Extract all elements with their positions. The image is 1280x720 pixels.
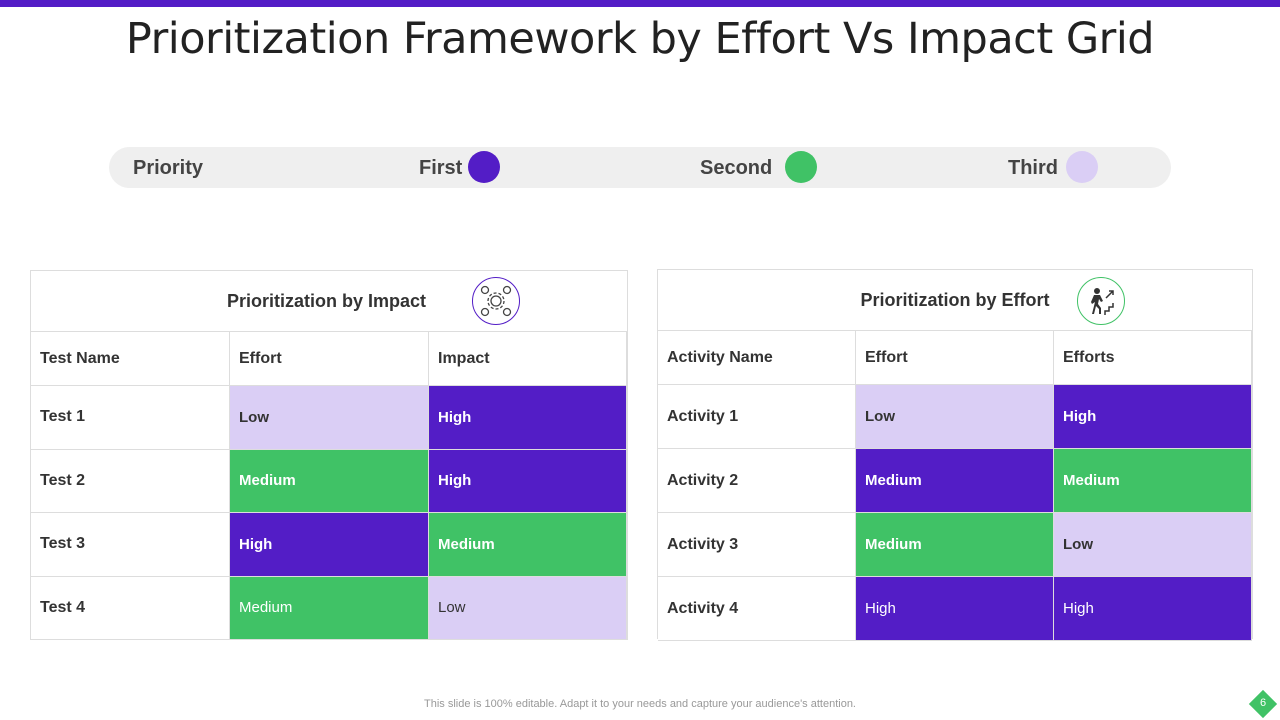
row-name-cell: Test 1: [31, 386, 230, 450]
row-name-cell: Activity 3: [658, 513, 856, 577]
column-header: Effort: [230, 332, 429, 386]
legend-third-label: Third: [1008, 157, 1058, 179]
impact-table-title: Prioritization by Impact: [226, 290, 427, 311]
rating-cell: Medium: [1054, 449, 1252, 513]
row-name-cell: Activity 1: [658, 385, 856, 449]
legend-label: Priority: [133, 157, 204, 179]
legend-second-dot: [785, 151, 817, 183]
column-header: Test Name: [31, 332, 230, 386]
effort-table-title: Prioritization by Effort: [860, 289, 1050, 310]
rating-cell: Low: [429, 576, 627, 640]
impact-table-header: Prioritization by Impact: [31, 271, 627, 332]
legend-first-label: First: [419, 157, 463, 179]
row-name-cell: Activity 4: [658, 577, 856, 641]
row-name-cell: Activity 2: [658, 449, 856, 513]
rating-cell: High: [429, 386, 627, 450]
top-accent-bar: [0, 0, 1280, 7]
legend-third-dot: [1066, 151, 1098, 183]
legend-second-label: Second: [700, 157, 773, 179]
rating-cell: Medium: [856, 513, 1054, 577]
rating-cell: Medium: [856, 449, 1054, 513]
rating-cell: Low: [230, 386, 429, 450]
rating-cell: High: [1054, 577, 1252, 641]
rating-cell: Low: [856, 385, 1054, 449]
effort-table-header: Prioritization by Effort: [658, 270, 1252, 331]
gears-process-icon: [472, 277, 520, 325]
impact-table: Prioritization by Impact Test Name Effort…: [30, 270, 628, 640]
column-header: Effort: [856, 331, 1054, 385]
column-header: Activity Name: [658, 331, 856, 385]
row-name-cell: Test 2: [31, 449, 230, 513]
row-name-cell: Test 3: [31, 513, 230, 577]
rating-cell: High: [1054, 385, 1252, 449]
effort-table: Prioritization by Effort Activity Name Ef…: [657, 269, 1253, 641]
rating-cell: Medium: [230, 449, 429, 513]
rating-cell: Low: [1054, 513, 1252, 577]
column-header: Efforts: [1054, 331, 1252, 385]
page-title: Prioritization Framework by Effort Vs Im…: [125, 14, 1155, 64]
rating-cell: Medium: [230, 576, 429, 640]
rating-cell: High: [856, 577, 1054, 641]
rating-cell: High: [429, 449, 627, 513]
stairs-climb-icon: [1077, 277, 1125, 325]
row-name-cell: Test 4: [31, 576, 230, 640]
priority-legend: Priority First Second Third: [109, 147, 1171, 188]
column-header: Impact: [429, 332, 627, 386]
page-number: 6: [1259, 697, 1267, 709]
rating-cell: High: [230, 513, 429, 577]
footer-note: This slide is 100% editable. Adapt it to…: [424, 698, 856, 710]
legend-first-dot: [468, 151, 500, 183]
rating-cell: Medium: [429, 513, 627, 577]
